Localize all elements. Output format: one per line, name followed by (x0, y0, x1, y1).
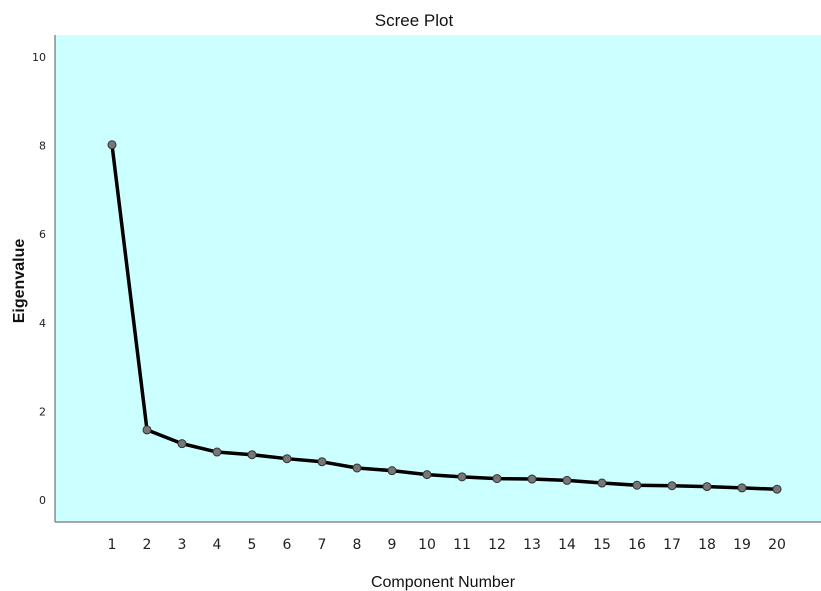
x-tick-label: 20 (768, 537, 786, 553)
x-tick-label: 13 (523, 537, 541, 553)
data-point (597, 478, 607, 488)
data-point (737, 483, 747, 493)
x-tick-label: 2 (143, 537, 152, 553)
y-tick-label: 8 (39, 140, 46, 153)
data-point (632, 480, 642, 490)
y-tick-label: 2 (39, 405, 46, 418)
x-tick-label: 11 (453, 537, 471, 553)
x-tick-label: 9 (388, 537, 397, 553)
x-tick-label: 8 (353, 537, 362, 553)
y-axis-label: Eigenvalue (11, 239, 28, 324)
x-tick-label: 17 (663, 537, 681, 553)
x-tick-label: 4 (213, 537, 222, 553)
data-point (772, 484, 782, 494)
plot-area (55, 35, 821, 522)
data-point (457, 472, 467, 482)
data-point (702, 482, 712, 492)
x-tick-label: 19 (733, 537, 751, 553)
data-point (107, 140, 117, 150)
x-tick-label: 3 (178, 537, 187, 553)
x-axis-label: Component Number (371, 574, 516, 591)
data-point (352, 463, 362, 473)
data-point (667, 481, 677, 491)
data-point (212, 447, 222, 457)
data-point (247, 450, 257, 460)
data-point (387, 466, 397, 476)
y-tick-label: 0 (39, 494, 46, 507)
y-tick-label: 4 (39, 317, 46, 330)
y-tick-label: 6 (39, 228, 46, 241)
data-point (492, 474, 502, 484)
y-tick-label: 10 (32, 51, 46, 64)
x-tick-label: 18 (698, 537, 716, 553)
series-line (110, 144, 778, 491)
x-tick-label: 7 (318, 537, 327, 553)
data-point (317, 457, 327, 467)
x-tick-label: 12 (488, 537, 506, 553)
chart-title: Scree Plot (375, 11, 454, 30)
data-point (177, 439, 187, 449)
x-axis-ticks: 1 2 3 4 5 6 7 8 9 10 11 12 13 14 15 16 17 18 19 20 (108, 537, 786, 553)
data-point (562, 475, 572, 485)
series-layer (107, 140, 782, 494)
data-point (142, 425, 152, 435)
data-point (422, 470, 432, 480)
data-point (282, 454, 292, 464)
x-tick-label: 10 (418, 537, 436, 553)
y-axis-ticks: 0 2 4 6 8 10 (32, 51, 46, 507)
x-tick-label: 5 (248, 537, 257, 553)
x-tick-label: 1 (108, 537, 117, 553)
x-tick-label: 15 (593, 537, 611, 553)
x-tick-label: 14 (558, 537, 576, 553)
x-tick-label: 6 (283, 537, 292, 553)
x-tick-label: 16 (628, 537, 646, 553)
data-point (527, 474, 537, 484)
